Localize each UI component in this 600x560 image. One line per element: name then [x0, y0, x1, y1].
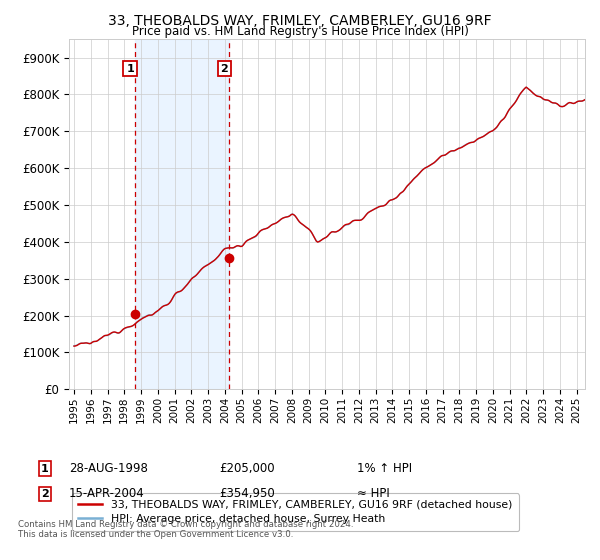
Text: 1% ↑ HPI: 1% ↑ HPI: [357, 462, 412, 475]
Text: ≈ HPI: ≈ HPI: [357, 487, 390, 501]
Bar: [135, 39, 229, 389]
Text: £354,950: £354,950: [219, 487, 275, 501]
Text: 2: 2: [221, 64, 229, 74]
Text: 33, THEOBALDS WAY, FRIMLEY, CAMBERLEY, GU16 9RF: 33, THEOBALDS WAY, FRIMLEY, CAMBERLEY, G…: [108, 14, 492, 28]
Text: 15-APR-2004: 15-APR-2004: [69, 487, 145, 501]
Text: 2: 2: [41, 489, 49, 499]
Legend: 33, THEOBALDS WAY, FRIMLEY, CAMBERLEY, GU16 9RF (detached house), HPI: Average p: 33, THEOBALDS WAY, FRIMLEY, CAMBERLEY, G…: [72, 493, 519, 531]
Text: Price paid vs. HM Land Registry's House Price Index (HPI): Price paid vs. HM Land Registry's House …: [131, 25, 469, 38]
Text: Contains HM Land Registry data © Crown copyright and database right 2024.
This d: Contains HM Land Registry data © Crown c…: [18, 520, 353, 539]
Text: 28-AUG-1998: 28-AUG-1998: [69, 462, 148, 475]
Text: 1: 1: [41, 464, 49, 474]
Text: £205,000: £205,000: [219, 462, 275, 475]
Text: 1: 1: [126, 64, 134, 74]
